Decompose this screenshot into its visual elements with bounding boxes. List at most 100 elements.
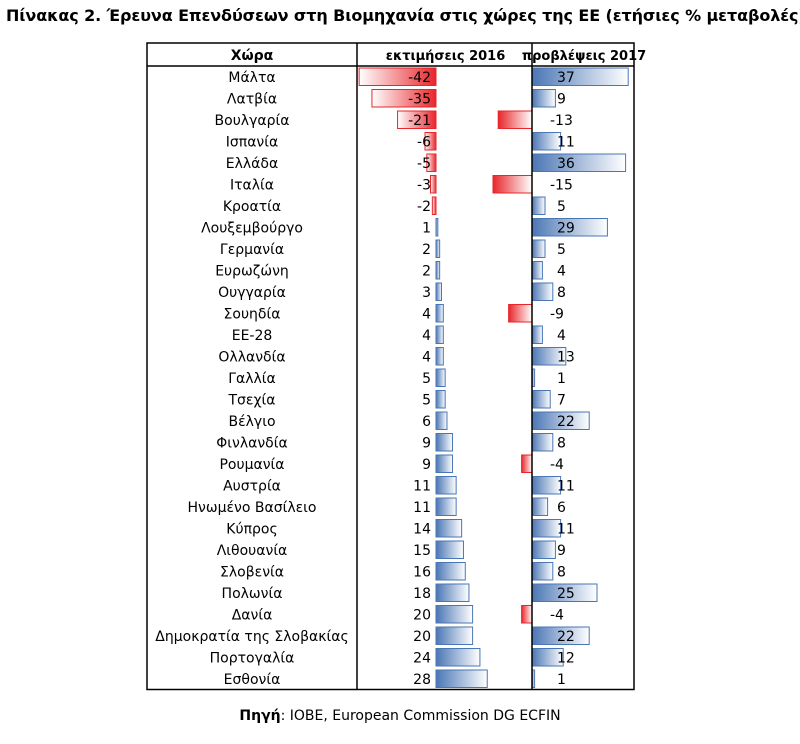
chart-title: Πίνακας 2. Έρευνα Επενδύσεων στη Βιομηχα…: [6, 6, 800, 25]
bar-2017: [531, 196, 546, 215]
value-2016-label: 1: [422, 220, 431, 236]
country-label: Ηνωμένο Βασίλειο: [188, 500, 317, 516]
bar-2017: [521, 605, 533, 624]
country-label: Βουλγαρία: [215, 113, 290, 129]
country-label: Δανία: [232, 607, 273, 623]
bar-2017: [531, 540, 556, 559]
bar-2016: [435, 347, 444, 366]
value-2017-label: -4: [550, 457, 564, 473]
country-label: Ρουμανία: [219, 457, 284, 473]
bar-2016: [435, 626, 474, 645]
value-2016-label: -3: [417, 177, 431, 193]
value-2017-label: 7: [557, 392, 566, 408]
country-label: Σουηδία: [224, 306, 281, 322]
value-2016-label: -21: [408, 113, 431, 129]
bar-2017: [531, 325, 543, 344]
value-2017-label: 9: [557, 91, 566, 107]
value-2016-label: -6: [417, 134, 431, 150]
bar-2017: [531, 433, 554, 452]
value-2017-label: 5: [557, 242, 566, 258]
bar-2016: [435, 476, 457, 495]
value-2017-label: 11: [557, 134, 575, 150]
bar-2016: [435, 261, 441, 280]
header-country: Χώρα: [231, 48, 274, 64]
bar-2016: [435, 390, 446, 409]
value-2017-label: 36: [557, 156, 575, 172]
source-note: Πηγή: IOBE, European Commission DG ECFIN: [0, 708, 800, 724]
bar-2016: [435, 519, 463, 538]
value-2017-label: 4: [557, 328, 566, 344]
bar-2016: [435, 540, 464, 559]
bar-2016: [358, 67, 437, 86]
bar-2016: [435, 239, 441, 258]
bar-2017: [531, 497, 549, 516]
source-text: : IOBE, European Commission DG ECFIN: [280, 708, 561, 724]
bar-2016: [424, 132, 437, 151]
value-2017-label: 13: [557, 349, 575, 365]
country-label: Μάλτα: [228, 70, 275, 86]
country-label: Γαλλία: [228, 371, 276, 387]
value-2016-label: 18: [413, 586, 431, 602]
bar-2016: [435, 648, 481, 667]
country-label: Λουξεμβούργο: [201, 220, 303, 236]
bar-2016: [435, 325, 444, 344]
value-2017-label: 8: [557, 564, 566, 580]
value-2016-label: -5: [417, 156, 431, 172]
value-2016-label: 28: [413, 672, 431, 688]
value-2017-label: 1: [557, 672, 566, 688]
country-label: Λιθουανία: [217, 543, 288, 559]
value-2016-label: -35: [408, 91, 431, 107]
bar-2016: [435, 669, 488, 688]
country-label: Σλοβενία: [220, 564, 284, 580]
bar-2017: [531, 239, 546, 258]
bar-2016: [435, 433, 453, 452]
value-2017-label: 11: [557, 478, 575, 494]
country-label: Ολλανδία: [218, 349, 285, 365]
value-2016-label: 4: [422, 328, 431, 344]
bar-2017: [508, 304, 533, 323]
bar-2017: [492, 175, 533, 194]
value-2016-label: 4: [422, 349, 431, 365]
country-label: Βέλγιο: [228, 414, 275, 430]
value-2016-label: 24: [413, 650, 431, 666]
value-2017-label: 8: [557, 285, 566, 301]
value-2017-label: 22: [557, 414, 575, 430]
bar-2016: [435, 605, 474, 624]
value-2016-label: 11: [413, 500, 431, 516]
country-label: Δημοκρατία της Σλοβακίας: [155, 629, 348, 645]
bar-2016: [435, 562, 466, 581]
value-2017-label: 29: [557, 220, 575, 236]
value-2016-label: 2: [422, 242, 431, 258]
value-2016-label: -42: [408, 70, 431, 86]
table-border: [146, 42, 635, 691]
value-2016-label: 9: [422, 457, 431, 473]
value-2016-label: 14: [413, 521, 431, 537]
header-estimates-2016: εκτιμήσεις 2016: [386, 49, 506, 64]
bar-2017: [531, 282, 554, 301]
country-label: Κροατία: [223, 199, 281, 215]
value-2016-label: 20: [413, 607, 431, 623]
value-2016-label: 16: [413, 564, 431, 580]
value-2017-label: 11: [557, 521, 575, 537]
bar-2016: [397, 110, 437, 129]
country-label: Λατβία: [227, 91, 277, 107]
bar-2016: [371, 89, 437, 108]
bar-2017: [531, 67, 629, 86]
bar-2016: [435, 411, 448, 430]
value-2016-label: 20: [413, 629, 431, 645]
value-2016-label: 15: [413, 543, 431, 559]
value-2017-label: -15: [550, 177, 573, 193]
source-label: Πηγή: [239, 708, 281, 724]
bar-2017: [497, 110, 533, 129]
value-2016-label: 5: [422, 371, 431, 387]
value-2017-label: 6: [557, 500, 566, 516]
country-label: ΕΕ-28: [232, 328, 273, 344]
bar-2016: [430, 175, 437, 194]
value-2016-label: 4: [422, 306, 431, 322]
country-label: Πολωνία: [222, 586, 283, 602]
value-2017-label: -9: [550, 306, 564, 322]
country-label: Κύπρος: [226, 521, 277, 537]
bar-2017: [531, 390, 551, 409]
bar-2016: [435, 282, 442, 301]
country-label: Ελλάδα: [226, 156, 278, 172]
